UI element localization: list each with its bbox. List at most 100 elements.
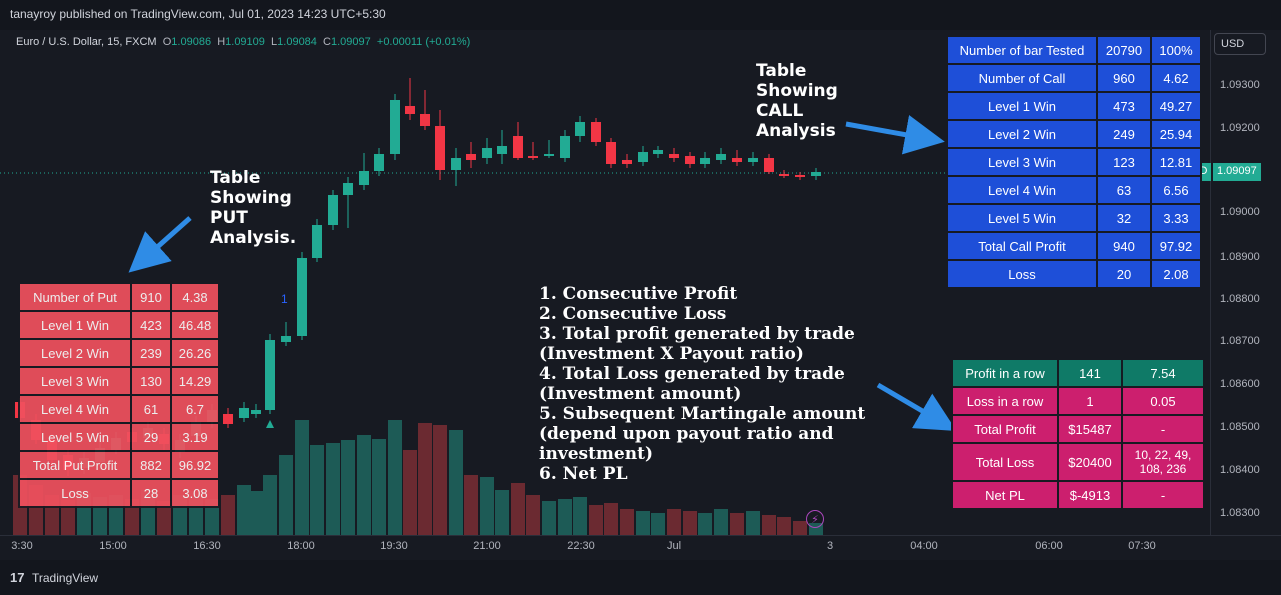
table-cell: 123 xyxy=(1096,147,1152,177)
time-tick: 04:00 xyxy=(910,540,938,552)
volume-bar xyxy=(341,440,355,535)
lightning-icon[interactable]: ⚡ xyxy=(806,510,824,528)
table-cell: 20 xyxy=(1096,259,1152,289)
volume-bar xyxy=(573,497,587,535)
volume-bar xyxy=(589,505,603,535)
table-cell: Level 3 Win xyxy=(946,147,1098,177)
volume-bar xyxy=(279,455,293,535)
table-row: Level 3 Win 123 12.81 xyxy=(946,147,1202,177)
price-tick: 1.08400 xyxy=(1220,464,1260,476)
metrics-list-item: (depend upon payout ratio and xyxy=(539,424,834,444)
put-arrow xyxy=(128,216,192,273)
time-tick: 19:30 xyxy=(380,540,408,552)
last-price-tag: 1.09097 xyxy=(1212,163,1261,181)
volume-bar xyxy=(698,513,712,535)
volume-bar xyxy=(495,490,509,535)
table-cell: Level 1 Win xyxy=(946,91,1098,121)
profit-loss-table: Profit in a row 141 7.54 Loss in a row 1 0.05… xyxy=(951,358,1205,510)
published-text: tanayroy published on TradingView.com, J… xyxy=(10,7,386,21)
price-tick: 1.08600 xyxy=(1220,378,1260,390)
table-cell: Loss xyxy=(18,478,132,508)
time-tick: 21:00 xyxy=(473,540,501,552)
table-row: Number of bar Tested 20790 100% xyxy=(946,35,1202,65)
metrics-list-item: 3. Total profit generated by trade xyxy=(539,324,855,344)
volume-bar xyxy=(464,475,478,535)
candle-body xyxy=(405,106,415,114)
volume-bar xyxy=(746,511,760,535)
volume-bar xyxy=(683,511,697,535)
volume-bar xyxy=(157,501,171,535)
published-header: tanayroy published on TradingView.com, J… xyxy=(0,0,1281,30)
price-scale[interactable] xyxy=(1210,30,1281,535)
candle-body xyxy=(638,152,648,162)
footer-brand[interactable]: TradingView xyxy=(32,571,99,585)
candle-body xyxy=(716,154,726,160)
table-row: Level 3 Win 130 14.29 xyxy=(18,366,220,396)
candle-body xyxy=(811,172,821,176)
volume-bar xyxy=(295,420,309,535)
price-tick: 1.09000 xyxy=(1220,206,1260,218)
currency-button[interactable]: USD xyxy=(1214,33,1266,55)
candle-body xyxy=(374,154,384,171)
table-cell: 6.56 xyxy=(1150,175,1202,205)
volume-bar xyxy=(604,503,618,535)
put-note: Table Showing PUT Analysis. xyxy=(210,168,297,248)
table-cell: 4.38 xyxy=(170,282,220,312)
volume-bar xyxy=(433,425,447,535)
time-tick: 06:00 xyxy=(1035,540,1063,552)
metrics-list-item: 4. Total Loss generated by trade xyxy=(539,364,845,384)
table-cell: Total Call Profit xyxy=(946,231,1098,261)
table-cell: 26.26 xyxy=(170,338,220,368)
table-cell: Level 5 Win xyxy=(946,203,1098,233)
table-cell: Total Put Profit xyxy=(18,450,132,480)
table-row: Net PL $-4913- xyxy=(951,480,1205,510)
table-cell: 12.81 xyxy=(1150,147,1202,177)
table-cell: 249 xyxy=(1096,119,1152,149)
table-cell: 49.27 xyxy=(1150,91,1202,121)
symbol-name[interactable]: Euro / U.S. Dollar, 15, FXCM xyxy=(16,36,157,48)
metrics-list-item: investment) xyxy=(539,444,653,464)
symbol-legend: Euro / U.S. Dollar, 15, FXCM O1.09086 H1… xyxy=(16,36,471,48)
candle-body xyxy=(223,414,233,424)
table-row: Total Loss $20400 10, 22, 49, 108, 236 xyxy=(951,442,1205,482)
volume-bar xyxy=(125,499,139,535)
candle-body xyxy=(606,142,616,164)
table-cell: 97.92 xyxy=(1150,231,1202,261)
table-cell: Number of Put xyxy=(18,282,132,312)
volume-bar xyxy=(249,491,263,535)
candle-body xyxy=(575,122,585,136)
volume-bar xyxy=(372,439,386,535)
table-cell: - xyxy=(1121,480,1205,510)
candle-body xyxy=(544,154,554,156)
tradingview-logo-icon[interactable]: 17 xyxy=(10,570,25,585)
table-row: Level 4 Win 61 6.7 xyxy=(18,394,220,424)
table-cell: 940 xyxy=(1096,231,1152,261)
metrics-list-item: 1. Consecutive Profit xyxy=(539,284,738,304)
volume-bar xyxy=(357,435,371,535)
table-row: Total Put Profit 882 96.92 xyxy=(18,450,220,480)
metrics-list-item: 2. Consecutive Loss xyxy=(539,304,727,324)
table-cell: 100% xyxy=(1150,35,1202,65)
table-cell: $-4913 xyxy=(1057,480,1123,510)
table-cell: 1 xyxy=(1057,386,1123,416)
candle-body xyxy=(779,174,789,176)
metrics-list: 1. Consecutive Profit 2. Consecutive Loss… xyxy=(539,284,865,484)
candle-body xyxy=(466,154,476,160)
candle-body xyxy=(513,136,523,158)
footer: 17 TradingView xyxy=(0,560,1281,595)
table-cell: Number of bar Tested xyxy=(946,35,1098,65)
table-cell: Net PL xyxy=(951,480,1059,510)
table-cell: Level 2 Win xyxy=(18,338,132,368)
time-axis[interactable] xyxy=(0,535,1281,561)
table-cell: 910 xyxy=(130,282,172,312)
volume-bar xyxy=(558,499,572,535)
metrics-list-item: 5. Subsequent Martingale amount xyxy=(539,404,866,424)
price-tick: 1.08300 xyxy=(1220,507,1260,519)
table-row: Level 1 Win 423 46.48 xyxy=(18,310,220,340)
up-triangle-marker xyxy=(266,420,274,428)
candle-body xyxy=(591,122,601,142)
candlesticks xyxy=(15,78,821,476)
table-cell: 882 xyxy=(130,450,172,480)
table-cell: 7.54 xyxy=(1121,358,1205,388)
volume-bar xyxy=(667,509,681,535)
